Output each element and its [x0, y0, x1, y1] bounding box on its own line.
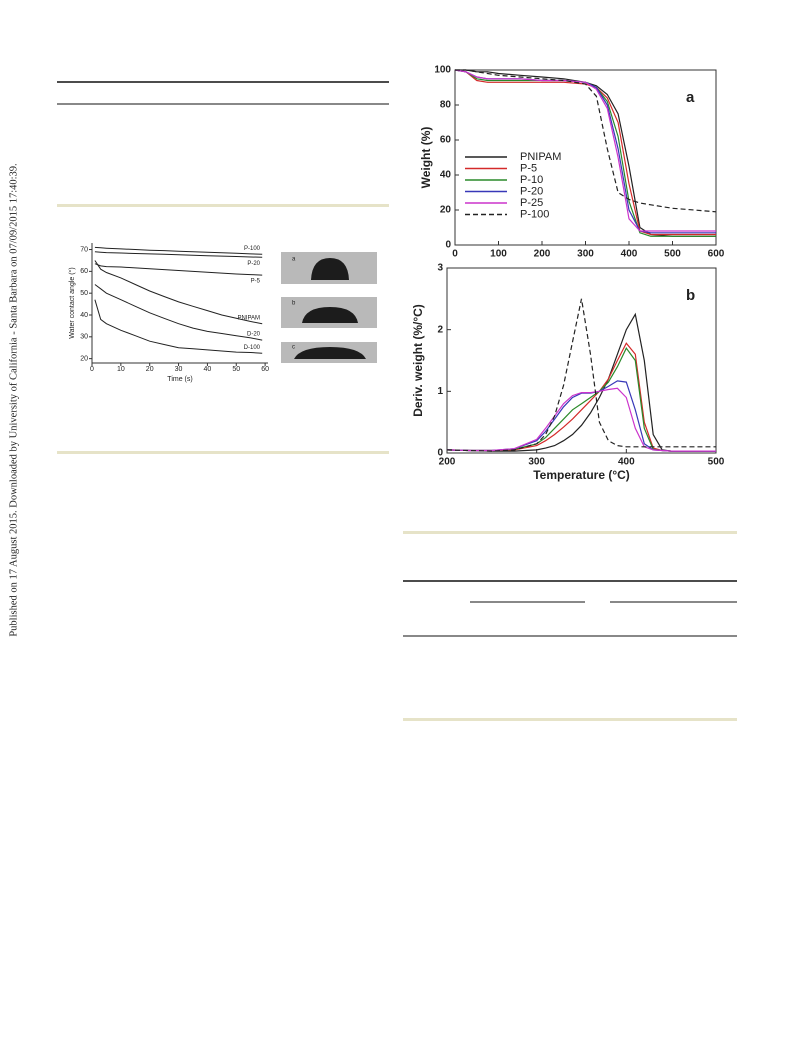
- legend-label: P-10: [520, 174, 543, 186]
- y-tick-label: 50: [80, 290, 88, 297]
- y-axis-label: Deriv. weight (%/°C): [411, 304, 425, 417]
- separator: [57, 451, 389, 454]
- x-tick-label: 30: [175, 366, 183, 373]
- x-tick-label: 40: [204, 366, 212, 373]
- series-line: [454, 69, 716, 237]
- x-tick-label: 200: [534, 249, 551, 260]
- y-tick-label: 2: [437, 324, 443, 335]
- x-tick-label: 500: [664, 249, 681, 260]
- series-line: [446, 342, 716, 452]
- x-tick-label: 10: [117, 366, 125, 373]
- series-label: P-20: [247, 261, 260, 267]
- legend-label: P-20: [520, 185, 543, 197]
- y-tick-label: 20: [80, 355, 88, 362]
- x-tick-label: 600: [708, 249, 725, 260]
- y-tick-label: 30: [80, 334, 88, 341]
- side-note: Published on 17 August 2015. Downloaded …: [8, 163, 19, 636]
- droplet-images: a b c: [281, 252, 377, 363]
- x-tick-label: 200: [439, 457, 456, 468]
- x-tick-label: 300: [577, 249, 594, 260]
- x-tick-label: 100: [490, 249, 507, 260]
- series-line: [94, 251, 263, 258]
- droplet: [294, 347, 366, 359]
- series-line: [94, 246, 263, 255]
- series-line: [454, 69, 716, 232]
- x-tick-label: 50: [232, 366, 240, 373]
- y-tick-label: 1: [437, 386, 443, 397]
- series-line: [446, 347, 716, 452]
- y-tick-label: 70: [80, 246, 88, 253]
- series-label: D-100: [244, 345, 261, 351]
- x-tick-label: 300: [528, 457, 545, 468]
- y-tick-label: 0: [437, 448, 443, 459]
- image-label: a: [292, 257, 296, 263]
- y-tick-label: 3: [437, 263, 443, 274]
- y-tick-label: 80: [440, 100, 452, 111]
- y-axis-label: Water contact angle (°): [68, 267, 76, 338]
- x-tick-label: 400: [621, 249, 638, 260]
- series-label: PNIPAM: [237, 315, 260, 321]
- series-label: P-100: [244, 246, 261, 252]
- legend-label: PNIPAM: [520, 151, 561, 163]
- series-line: [446, 387, 716, 452]
- image-label: b: [292, 301, 296, 307]
- droplet: [311, 258, 349, 280]
- series-line: [446, 380, 716, 452]
- y-tick-label: 60: [80, 268, 88, 275]
- y-tick-label: 100: [434, 65, 451, 76]
- series-line: [446, 312, 716, 452]
- separator: [57, 204, 389, 207]
- series-line: [94, 263, 263, 276]
- x-tick-label: 0: [452, 249, 458, 260]
- series-line: [446, 298, 716, 452]
- y-axis-label: Weight (%): [419, 127, 433, 189]
- y-tick-label: 20: [440, 205, 452, 216]
- legend-label: P-100: [520, 208, 549, 220]
- series-line: [94, 260, 263, 325]
- y-tick-label: 0: [445, 240, 451, 251]
- plot-frame: [446, 267, 717, 454]
- x-axis-label: Temperature (°C): [533, 468, 630, 482]
- series-line: [94, 299, 263, 354]
- table-rules: [57, 81, 737, 637]
- droplet: [302, 307, 358, 323]
- x-tick-label: 20: [146, 366, 154, 373]
- image-label: c: [292, 345, 295, 351]
- separators: [57, 204, 737, 721]
- series-label: P-5: [251, 279, 261, 285]
- x-tick-label: 400: [618, 457, 635, 468]
- y-tick-label: 40: [80, 312, 88, 319]
- y-tick-label: 40: [440, 170, 452, 181]
- x-tick-label: 500: [708, 457, 725, 468]
- series-label: D-20: [247, 332, 261, 338]
- y-tick-label: 60: [440, 135, 452, 146]
- legend-label: P-25: [520, 197, 543, 209]
- series-line: [455, 69, 716, 237]
- panel-label: b: [686, 287, 695, 304]
- separator: [403, 718, 737, 721]
- series-line: [94, 284, 263, 341]
- x-axis-label: Time (s): [167, 376, 192, 383]
- legend-label: P-5: [520, 162, 537, 174]
- x-tick-label: 0: [90, 366, 94, 373]
- separator: [403, 531, 737, 534]
- series-line: [454, 69, 716, 236]
- x-tick-label: 60: [261, 366, 269, 373]
- panel-label: a: [686, 89, 695, 106]
- series-line: [455, 69, 717, 213]
